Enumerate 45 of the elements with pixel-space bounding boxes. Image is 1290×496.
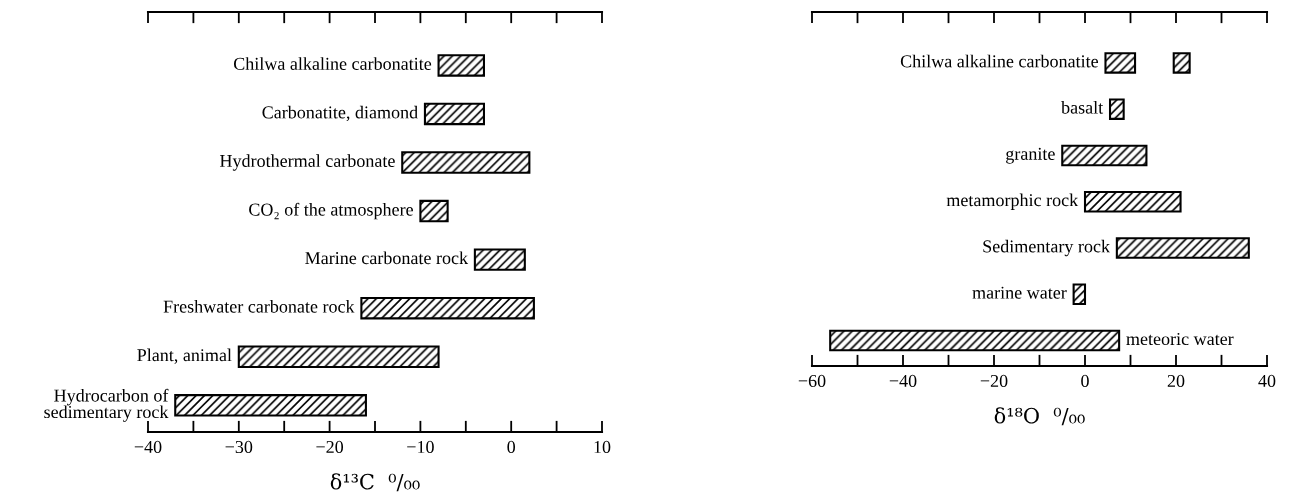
bar (1072, 283, 1087, 306)
x-tick-label: −20 (316, 440, 344, 454)
bar (1172, 52, 1191, 74)
y-tick-label: Chilwa alkaline carbonatite (900, 54, 1099, 68)
x-tick-label: −60 (798, 374, 826, 388)
y-tick-label: Carbonatite, diamond (262, 105, 418, 122)
x-tick-label: −10 (407, 440, 434, 454)
y-tick-label: meteoric water (1126, 332, 1234, 346)
y-tick-label: Hydrocarbon of sedimentary rock (44, 388, 169, 422)
bar (437, 54, 485, 77)
x-tick-label: −40 (134, 440, 162, 454)
bar (473, 248, 526, 271)
x-axis-title: δ¹⁸O ⁰/₀₀ (994, 407, 1085, 426)
y-tick-label: Marine carbonate rock (305, 251, 469, 265)
y-tick-label: basalt (1061, 100, 1104, 114)
x-tick-label: −20 (980, 374, 1008, 388)
bar (237, 345, 440, 368)
bar (1083, 190, 1182, 213)
bar (829, 329, 1121, 352)
y-tick-label: Freshwater carbonate rock (163, 300, 355, 313)
x-tick-label: 20 (1167, 374, 1185, 388)
bar (360, 296, 535, 320)
bar (1115, 237, 1250, 259)
x-tick-label: −30 (225, 440, 253, 454)
x-tick-label: 0 (1081, 374, 1089, 388)
y-tick-label: CO₂ of the atmosphere (249, 202, 413, 220)
y-tick-label: marine water (972, 286, 1067, 299)
bar (174, 394, 367, 417)
y-tick-label: granite (1006, 147, 1055, 164)
bar (1104, 52, 1137, 74)
y-tick-label: Hydrothermal carbonate (219, 154, 395, 171)
x-tick-label: −40 (889, 374, 917, 388)
bar (1061, 144, 1148, 167)
x-tick-label: 10 (594, 440, 611, 454)
bar (401, 151, 531, 174)
x-tick-label: 0 (507, 440, 516, 454)
bar (423, 102, 485, 126)
x-axis-title: δ¹³C ⁰/₀₀ (330, 473, 420, 492)
bar (1108, 98, 1125, 120)
y-tick-label: Plant, animal (137, 348, 232, 364)
bar (419, 199, 449, 223)
x-tick-label: 40 (1258, 374, 1276, 388)
y-tick-label: Chilwa alkaline carbonatite (233, 57, 432, 70)
y-tick-label: Sedimentary rock (983, 239, 1111, 257)
y-tick-label: metamorphic rock (946, 193, 1079, 210)
